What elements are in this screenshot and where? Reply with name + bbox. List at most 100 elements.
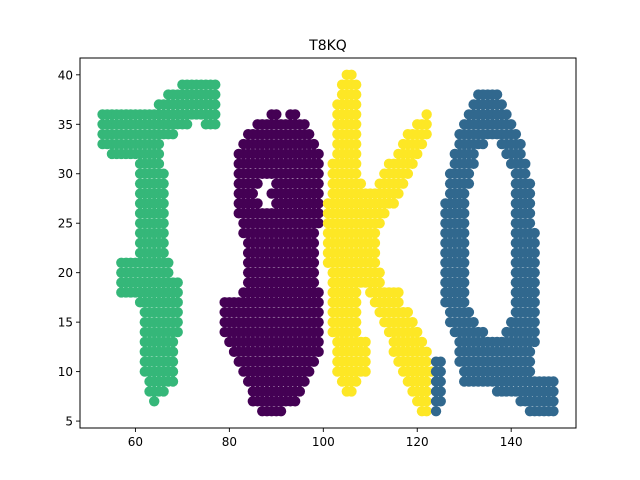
y-tick-label: 20 — [58, 266, 73, 280]
data-point — [313, 287, 323, 297]
data-point — [276, 406, 286, 416]
data-point — [525, 347, 535, 357]
data-point — [529, 297, 539, 307]
data-point — [398, 178, 408, 188]
data-point — [421, 396, 431, 406]
data-point — [313, 188, 323, 198]
data-point — [529, 337, 539, 347]
data-point — [154, 139, 164, 149]
data-point — [529, 238, 539, 248]
data-point — [421, 129, 431, 139]
data-point — [346, 70, 356, 80]
data-point — [313, 337, 323, 347]
data-point — [309, 238, 319, 248]
data-point — [351, 139, 361, 149]
data-point — [173, 277, 183, 287]
y-tick-label: 30 — [58, 167, 73, 181]
data-point — [464, 169, 474, 179]
data-point — [309, 228, 319, 238]
data-point — [464, 307, 474, 317]
data-point — [313, 159, 323, 169]
data-point — [210, 119, 220, 129]
data-point — [313, 198, 323, 208]
data-point — [459, 277, 469, 287]
chart-title: T8KQ — [308, 38, 347, 54]
x-tick-label: 100 — [312, 435, 335, 449]
data-point — [421, 347, 431, 357]
data-point — [346, 386, 356, 396]
data-point — [436, 376, 446, 386]
data-point — [158, 178, 168, 188]
data-point — [210, 80, 220, 90]
data-point — [210, 109, 220, 119]
x-tick-label: 80 — [222, 435, 237, 449]
data-point — [351, 307, 361, 317]
data-point — [168, 357, 178, 367]
data-point — [525, 188, 535, 198]
data-point — [478, 139, 488, 149]
data-point — [520, 159, 530, 169]
data-point — [313, 347, 323, 357]
data-point — [436, 357, 446, 367]
data-point — [459, 198, 469, 208]
data-point — [529, 287, 539, 297]
data-point — [313, 297, 323, 307]
data-point — [351, 99, 361, 109]
data-point — [295, 386, 305, 396]
data-point — [407, 317, 417, 327]
data-point — [459, 297, 469, 307]
data-point — [421, 109, 431, 119]
data-point — [309, 258, 319, 268]
data-point — [309, 277, 319, 287]
data-point — [515, 149, 525, 159]
data-point — [370, 238, 380, 248]
data-point — [168, 366, 178, 376]
data-point — [529, 277, 539, 287]
data-point — [393, 188, 403, 198]
data-point — [529, 327, 539, 337]
data-point — [529, 267, 539, 277]
data-point — [299, 376, 309, 386]
data-point — [393, 287, 403, 297]
data-point — [525, 178, 535, 188]
data-point — [313, 307, 323, 317]
data-point — [154, 149, 164, 159]
data-point — [529, 228, 539, 238]
data-point — [313, 178, 323, 188]
data-point — [168, 337, 178, 347]
data-point — [309, 248, 319, 258]
data-point — [501, 109, 511, 119]
y-tick-label: 25 — [58, 217, 73, 231]
data-point — [149, 396, 159, 406]
y-tick-label: 40 — [58, 68, 73, 82]
data-point — [412, 149, 422, 159]
data-point — [313, 317, 323, 327]
data-point — [436, 396, 446, 406]
data-point — [351, 119, 361, 129]
data-point — [309, 357, 319, 367]
data-point — [436, 366, 446, 376]
data-point — [374, 267, 384, 277]
data-point — [393, 297, 403, 307]
data-point — [351, 80, 361, 90]
data-point — [459, 287, 469, 297]
data-point — [351, 159, 361, 169]
data-point — [158, 248, 168, 258]
data-point — [351, 149, 361, 159]
data-point — [548, 376, 558, 386]
y-tick-label: 10 — [58, 365, 73, 379]
data-point — [351, 317, 361, 327]
data-point — [548, 386, 558, 396]
data-point — [351, 129, 361, 139]
data-point — [459, 218, 469, 228]
data-point — [370, 228, 380, 238]
data-point — [412, 327, 422, 337]
data-point — [290, 396, 300, 406]
x-tick-label: 60 — [128, 435, 143, 449]
data-point — [158, 198, 168, 208]
data-point — [309, 267, 319, 277]
data-point — [173, 307, 183, 317]
data-point — [459, 238, 469, 248]
data-point — [182, 119, 192, 129]
